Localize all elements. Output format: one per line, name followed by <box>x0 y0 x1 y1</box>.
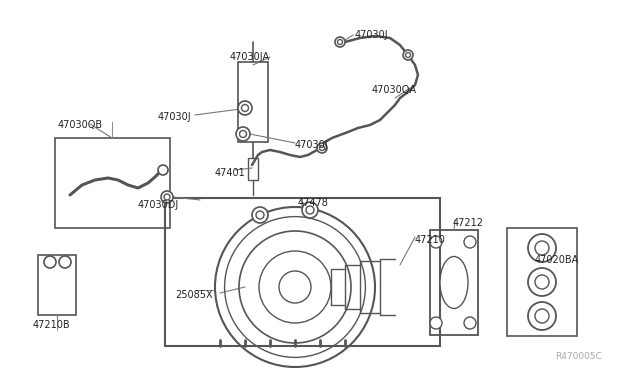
Bar <box>38 255 76 315</box>
Circle shape <box>528 268 556 296</box>
Circle shape <box>236 127 250 141</box>
Circle shape <box>430 236 442 248</box>
Text: 47212: 47212 <box>453 218 484 228</box>
Text: 47210: 47210 <box>415 235 446 245</box>
Text: 47030J: 47030J <box>355 30 388 40</box>
Circle shape <box>161 191 173 203</box>
Text: R470005C: R470005C <box>555 352 602 361</box>
Text: 25085X: 25085X <box>175 290 212 300</box>
Text: 47401: 47401 <box>215 168 246 178</box>
Circle shape <box>535 241 549 255</box>
Ellipse shape <box>440 257 468 308</box>
Text: 47030J: 47030J <box>295 140 328 150</box>
Bar <box>165 198 440 346</box>
Circle shape <box>535 275 549 289</box>
Text: 47030QA: 47030QA <box>372 85 417 95</box>
Circle shape <box>430 317 442 329</box>
Text: 47210B: 47210B <box>33 320 70 330</box>
Circle shape <box>44 256 56 268</box>
Circle shape <box>302 202 318 218</box>
Bar <box>238 62 268 142</box>
Text: 47030QB: 47030QB <box>58 120 103 130</box>
Bar <box>430 230 478 335</box>
Circle shape <box>317 143 327 153</box>
Text: 47020BA: 47020BA <box>535 255 579 265</box>
Circle shape <box>238 101 252 115</box>
Circle shape <box>464 236 476 248</box>
Text: 47030J: 47030J <box>158 112 191 122</box>
Circle shape <box>403 50 413 60</box>
Circle shape <box>158 165 168 175</box>
Bar <box>248 158 258 180</box>
Circle shape <box>59 256 71 268</box>
Text: 47030JA: 47030JA <box>230 52 270 62</box>
Circle shape <box>535 309 549 323</box>
Circle shape <box>252 207 268 223</box>
Circle shape <box>335 37 345 47</box>
Text: 47478: 47478 <box>298 198 329 208</box>
Circle shape <box>528 234 556 262</box>
Bar <box>55 138 170 228</box>
Circle shape <box>528 302 556 330</box>
Bar <box>507 228 577 336</box>
Text: 47030DJ: 47030DJ <box>138 200 179 210</box>
Circle shape <box>464 317 476 329</box>
